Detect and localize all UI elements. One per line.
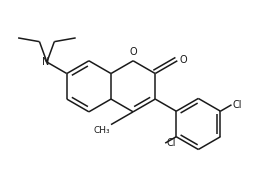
Text: CH₃: CH₃ [93, 126, 110, 135]
Text: O: O [129, 47, 137, 57]
Text: Cl: Cl [233, 100, 242, 110]
Text: O: O [180, 55, 187, 65]
Text: N: N [42, 57, 49, 67]
Text: Cl: Cl [166, 138, 176, 148]
